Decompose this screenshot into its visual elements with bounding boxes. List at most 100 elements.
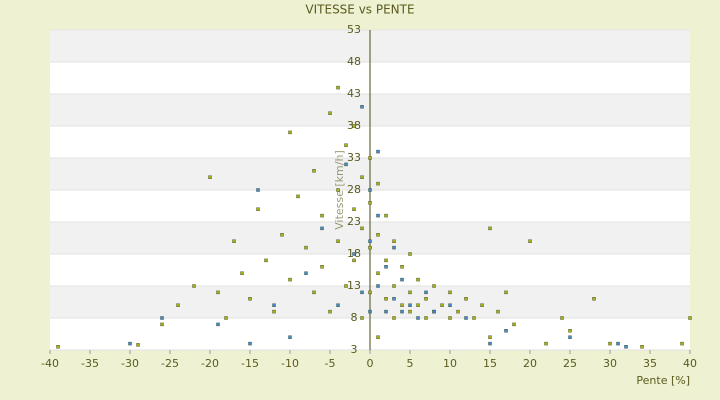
scatter-point <box>392 245 396 250</box>
scatter-point <box>448 290 452 295</box>
x-tick-label: -35 <box>81 357 99 370</box>
scatter-point <box>192 284 196 288</box>
scatter-point <box>376 284 380 288</box>
scatter-point <box>176 303 180 307</box>
scatter-point <box>312 290 316 295</box>
scatter-point <box>216 322 220 327</box>
scatter-point <box>464 316 468 320</box>
scatter-point <box>368 188 372 192</box>
scatter-point <box>272 303 276 307</box>
scatter-point <box>248 297 252 301</box>
scatter-point <box>360 105 364 109</box>
scatter-point <box>408 252 412 256</box>
x-tick-label: -20 <box>201 357 219 370</box>
scatter-point <box>608 341 612 346</box>
scatter-point <box>352 252 356 256</box>
scatter-point <box>240 271 244 275</box>
scatter-point <box>368 290 372 295</box>
scatter-point <box>392 239 396 243</box>
x-tick-label: 40 <box>683 357 697 370</box>
scatter-point <box>544 341 548 346</box>
scatter-point <box>352 124 356 128</box>
scatter-point <box>272 309 276 314</box>
scatter-point <box>376 233 380 237</box>
scatter-point <box>320 226 324 231</box>
scatter-point <box>288 335 292 339</box>
x-tick-label: -40 <box>41 357 59 370</box>
scatter-point <box>432 309 436 314</box>
y-tick-label: 23 <box>347 215 361 228</box>
scatter-point <box>336 85 340 90</box>
scatter-point <box>352 207 356 211</box>
x-tick-label: -25 <box>161 357 179 370</box>
scatter-point <box>376 149 380 154</box>
scatter-point <box>376 181 380 186</box>
scatter-point <box>528 239 532 243</box>
scatter-point <box>416 303 420 307</box>
x-tick-label: 10 <box>443 357 457 370</box>
scatter-point <box>328 111 332 115</box>
scatter-point <box>488 226 492 231</box>
scatter-point <box>392 284 396 288</box>
x-tick-label: 5 <box>407 357 414 370</box>
scatter-point <box>416 277 420 282</box>
scatter-point <box>384 309 388 314</box>
scatter-point <box>304 245 308 250</box>
scatter-point <box>680 341 684 346</box>
y-tick-label: 43 <box>347 87 361 100</box>
y-tick-label: 3 <box>351 343 358 356</box>
y-tick-label: 53 <box>347 23 361 36</box>
scatter-point <box>320 213 324 218</box>
scatter-point <box>128 341 132 346</box>
scatter-point <box>472 316 476 320</box>
scatter-point <box>160 316 164 320</box>
scatter-point <box>312 169 316 173</box>
scatter-point <box>360 290 364 295</box>
x-tick-label: 20 <box>523 357 537 370</box>
scatter-point <box>296 194 300 199</box>
scatter-point <box>560 316 564 320</box>
scatter-point <box>344 284 348 288</box>
scatter-point <box>320 265 324 269</box>
scatter-point <box>304 271 308 275</box>
scatter-point <box>688 316 692 320</box>
scatter-point <box>384 213 388 218</box>
scatter-point <box>392 297 396 301</box>
scatter-point <box>624 345 628 349</box>
scatter-point <box>336 188 340 192</box>
x-tick-label: 35 <box>643 357 657 370</box>
scatter-point <box>408 303 412 307</box>
scatter-point <box>408 290 412 295</box>
scatter-point <box>368 309 372 314</box>
scatter-point <box>408 309 412 314</box>
scatter-point <box>136 343 140 347</box>
scatter-point <box>336 303 340 307</box>
y-tick-label: 48 <box>347 55 361 68</box>
scatter-point <box>384 297 388 301</box>
scatter-point <box>496 309 500 314</box>
scatter-point <box>512 322 516 327</box>
scatter-point <box>208 175 212 179</box>
scatter-point <box>264 258 268 263</box>
scatter-point <box>368 239 372 243</box>
scatter-point <box>256 188 260 192</box>
scatter-point <box>400 303 404 307</box>
scatter-point <box>384 265 388 269</box>
scatter-point <box>288 130 292 135</box>
x-tick-label: 30 <box>603 357 617 370</box>
scatter-point <box>504 329 508 333</box>
scatter-point <box>288 277 292 282</box>
scatter-point <box>592 297 596 301</box>
x-tick-label: 0 <box>367 357 374 370</box>
scatter-point <box>328 309 332 314</box>
scatter-point <box>224 316 228 320</box>
scatter-point <box>568 329 572 333</box>
scatter-point <box>448 316 452 320</box>
scatter-point <box>480 303 484 307</box>
scatter-point <box>488 335 492 339</box>
scatter-point <box>280 233 284 237</box>
scatter-point <box>400 277 404 282</box>
chart-title: VITESSE vs PENTE <box>305 3 414 17</box>
x-tick-label: -10 <box>281 357 299 370</box>
